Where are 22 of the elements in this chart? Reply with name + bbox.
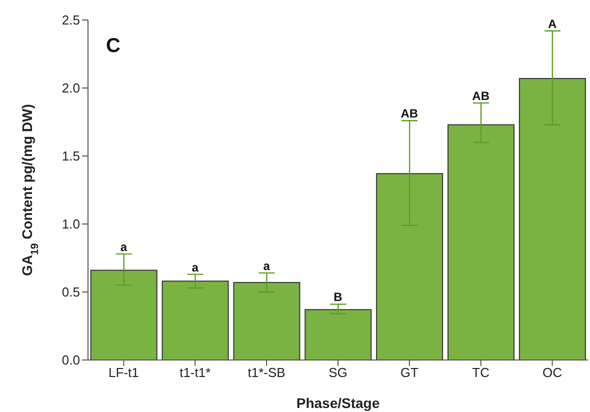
- x-tick-label: GT: [400, 365, 419, 380]
- x-tick-label: OC: [542, 365, 562, 380]
- y-tick-label: 0.0: [62, 352, 80, 368]
- annotation: a: [120, 240, 128, 254]
- x-tick-label: t1-t1*: [180, 365, 211, 380]
- x-axis-title: Phase/Stage: [296, 395, 380, 411]
- y-tick-label: 2.0: [62, 80, 80, 96]
- annotation: AB: [472, 88, 490, 103]
- annotation: B: [334, 290, 343, 304]
- y-tick-label: 2.5: [62, 12, 80, 28]
- x-tick-label: TC: [472, 365, 490, 380]
- x-tick-label: SG: [328, 365, 348, 380]
- annotation: AB: [400, 106, 418, 121]
- y-tick-label: 1.0: [62, 216, 80, 232]
- annotation: a: [263, 258, 270, 273]
- x-tick-label: LF-t1: [108, 365, 139, 380]
- annotation: A: [548, 16, 557, 31]
- x-tick-label: t1*-SB: [248, 365, 286, 380]
- y-tick-label: 1.5: [62, 148, 80, 164]
- annotation: C: [106, 35, 120, 57]
- y-tick-label: 0.5: [62, 284, 80, 300]
- annotation: a: [192, 260, 199, 274]
